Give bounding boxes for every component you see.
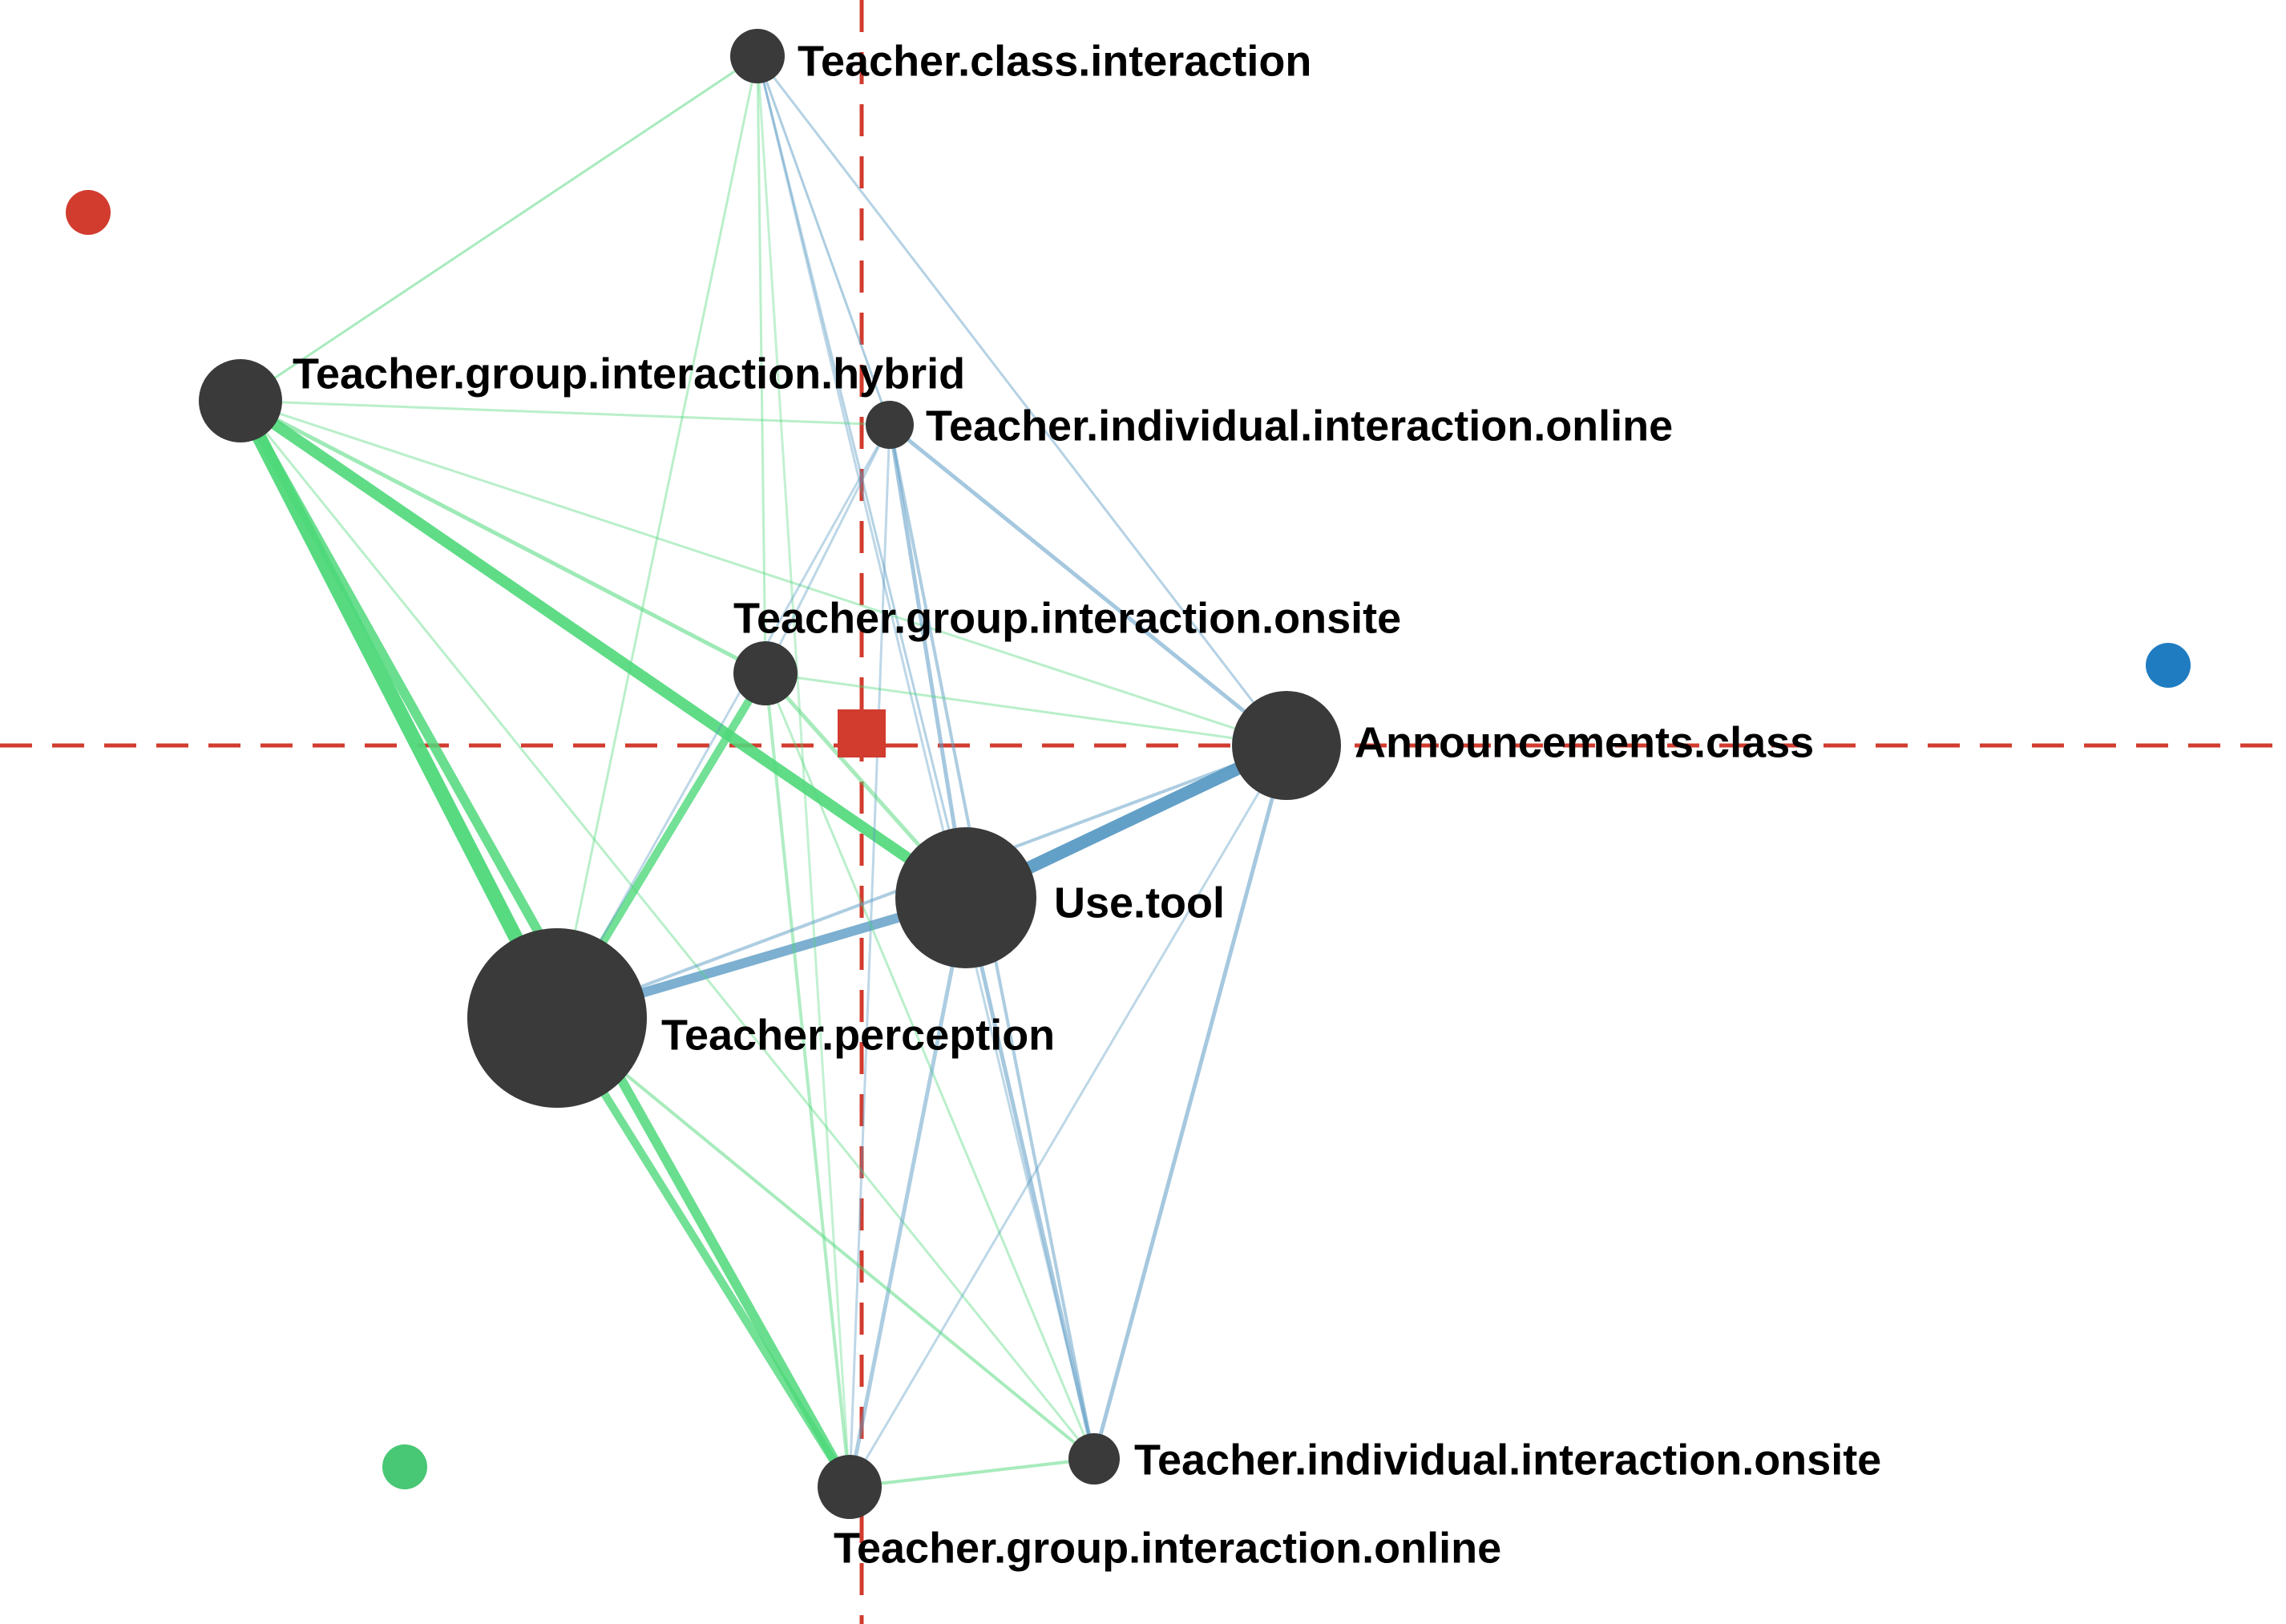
label-tiio: Teacher.individual.interaction.online [926,402,1673,450]
label-tci: Teacher.class.interaction [798,37,1311,85]
network-diagram: Teacher.class.interaction Teacher.group.i… [0,0,2286,1624]
edge-tgio-tios [765,673,1094,1459]
node-tgon [818,1455,882,1519]
edge-ut-tios [966,898,1094,1459]
edge-ut-tgon [850,898,966,1487]
label-tp: Teacher.perception [661,1011,1055,1059]
edges-group [240,56,1286,1487]
dot-green [382,1444,427,1489]
node-tp [467,928,647,1108]
label-tgio: Teacher.group.interaction.onsite [733,594,1401,642]
dot-red [66,190,111,235]
dot-blue [2146,643,2191,688]
edge-ac-tios [1094,745,1286,1459]
edge-tiio-ac [890,425,1286,745]
label-tios: Teacher.individual.interaction.onsite [1134,1436,1881,1484]
label-ut: Use.tool [1054,879,1225,927]
edge-tp-tios [557,1018,1094,1459]
node-ut [895,827,1036,968]
label-ac: Announcements.class [1355,718,1814,766]
labels-group: Teacher.class.interaction Teacher.group.i… [293,37,1881,1572]
node-tios [1068,1433,1120,1485]
center-marker [838,709,886,757]
node-ac [1232,691,1341,800]
node-tiio [866,401,914,449]
label-tgih: Teacher.group.interaction.hybrid [293,349,965,398]
edge-tci-tgon [757,56,850,1487]
node-tgio [733,641,798,705]
node-tgih [199,359,282,442]
edge-tgon-tios [850,1459,1094,1487]
node-tci [730,29,785,83]
label-tgon: Teacher.group.interaction.online [834,1524,1501,1572]
edge-tgih-tiio [240,401,890,425]
